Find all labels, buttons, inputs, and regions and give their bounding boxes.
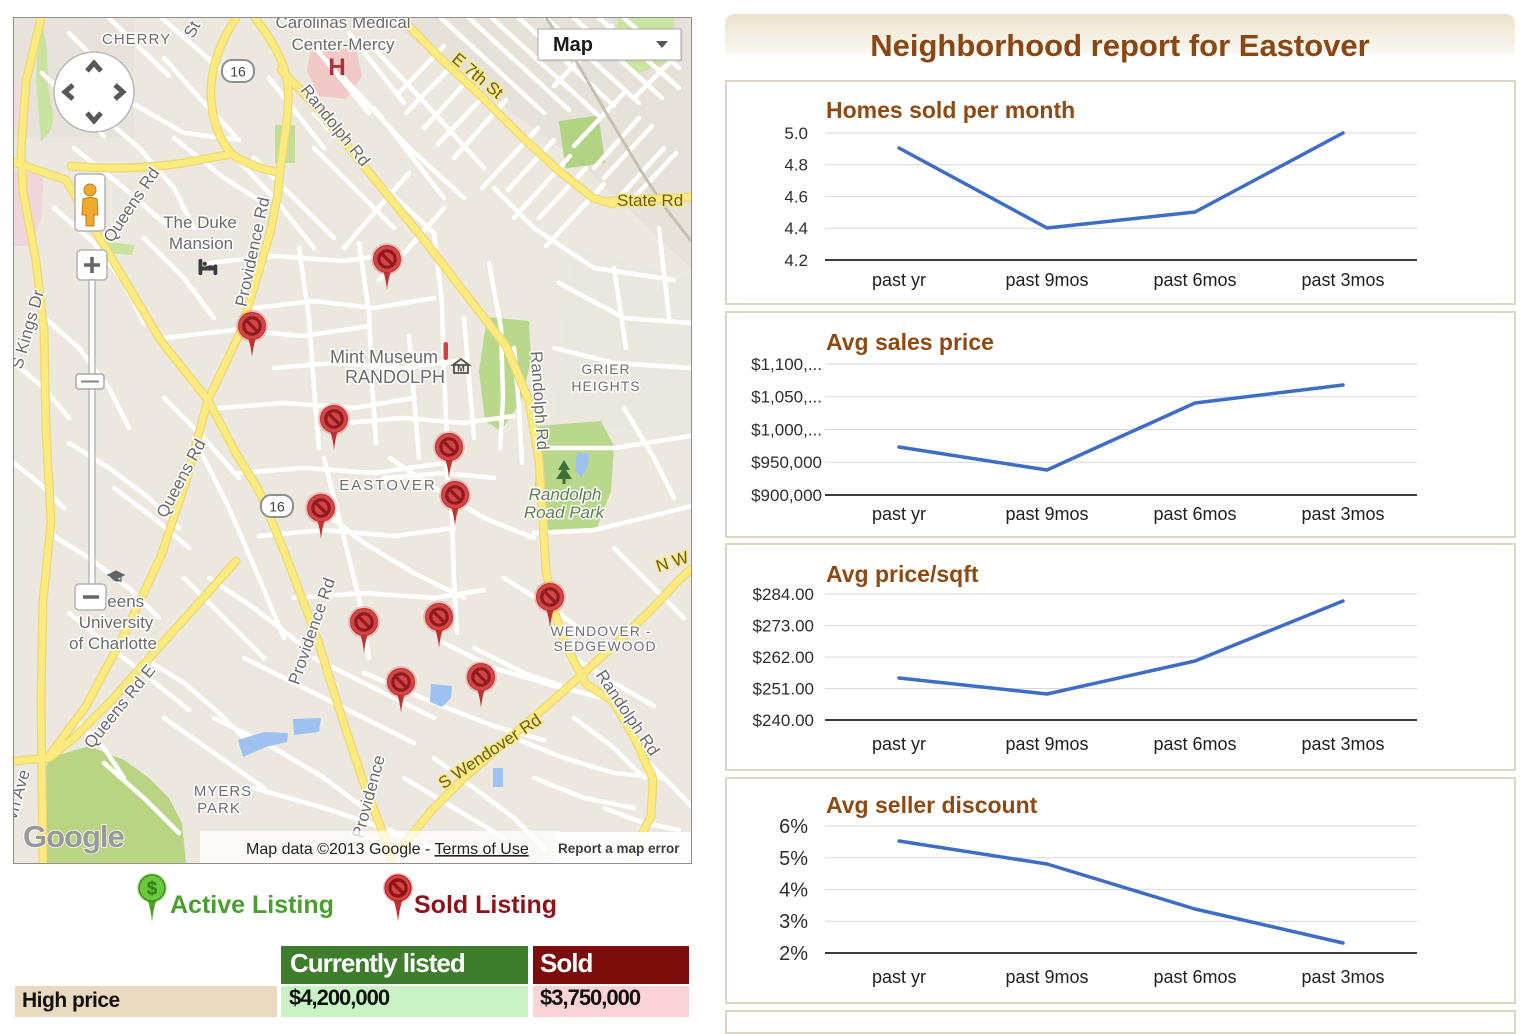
svg-text:$900,000: $900,000 bbox=[751, 486, 822, 505]
svg-text:SEDGEWOOD: SEDGEWOOD bbox=[553, 638, 656, 654]
svg-text:CHERRY: CHERRY bbox=[102, 31, 171, 48]
svg-text:University: University bbox=[79, 613, 154, 632]
svg-text:past yr: past yr bbox=[872, 504, 926, 524]
svg-text:PARK: PARK bbox=[197, 800, 241, 817]
svg-text:$1,000,...: $1,000,... bbox=[751, 420, 822, 439]
svg-text:Carolinas Medical: Carolinas Medical bbox=[275, 18, 410, 32]
svg-text:$: $ bbox=[147, 879, 158, 900]
svg-text:State Rd: State Rd bbox=[617, 191, 683, 210]
svg-text:Report a map error: Report a map error bbox=[558, 841, 680, 856]
svg-text:$273.00: $273.00 bbox=[753, 616, 814, 635]
svg-text:past 9mos: past 9mos bbox=[1005, 734, 1088, 754]
svg-text:Map data ©2013 Google - Terms: Map data ©2013 Google - Terms of Use bbox=[246, 841, 529, 858]
svg-text:5%: 5% bbox=[779, 848, 808, 870]
svg-text:past 6mos: past 6mos bbox=[1153, 270, 1236, 290]
svg-text:5.0: 5.0 bbox=[784, 124, 808, 143]
svg-text:past 6mos: past 6mos bbox=[1153, 734, 1236, 754]
svg-text:past yr: past yr bbox=[872, 270, 926, 290]
svg-text:HEIGHTS: HEIGHTS bbox=[571, 378, 640, 394]
svg-text:$1,050,...: $1,050,... bbox=[751, 388, 822, 407]
svg-text:past 3mos: past 3mos bbox=[1301, 967, 1384, 987]
svg-text:16: 16 bbox=[269, 499, 285, 515]
svg-text:$950,000: $950,000 bbox=[751, 453, 822, 472]
svg-text:Active Listing: Active Listing bbox=[170, 891, 334, 919]
svg-text:4%: 4% bbox=[779, 880, 808, 902]
svg-text:4.6: 4.6 bbox=[784, 187, 808, 206]
svg-text:past 6mos: past 6mos bbox=[1153, 967, 1236, 987]
svg-text:16: 16 bbox=[230, 64, 246, 80]
svg-text:Road Park: Road Park bbox=[524, 503, 606, 522]
svg-text:Google: Google bbox=[23, 819, 125, 854]
svg-text:GRIER: GRIER bbox=[581, 361, 630, 377]
svg-text:past 6mos: past 6mos bbox=[1153, 504, 1236, 524]
svg-text:6%: 6% bbox=[779, 816, 808, 838]
svg-text:4.2: 4.2 bbox=[784, 251, 808, 270]
svg-text:Avg sales price: Avg sales price bbox=[826, 329, 994, 355]
svg-text:Sold Listing: Sold Listing bbox=[414, 891, 557, 919]
svg-text:Avg price/sqft: Avg price/sqft bbox=[826, 561, 979, 587]
svg-text:of Charlotte: of Charlotte bbox=[69, 634, 157, 653]
svg-text:past 9mos: past 9mos bbox=[1005, 504, 1088, 524]
svg-text:$1,100,...: $1,100,... bbox=[751, 355, 822, 374]
svg-text:$262.00: $262.00 bbox=[753, 648, 814, 667]
svg-text:past 3mos: past 3mos bbox=[1301, 270, 1384, 290]
svg-text:Avg seller discount: Avg seller discount bbox=[826, 792, 1038, 818]
svg-text:EASTOVER: EASTOVER bbox=[339, 477, 436, 494]
svg-text:Homes sold per month: Homes sold per month bbox=[826, 97, 1075, 123]
svg-text:M: M bbox=[457, 364, 465, 374]
svg-text:H: H bbox=[328, 54, 345, 81]
svg-text:past yr: past yr bbox=[872, 967, 926, 987]
svg-text:past 3mos: past 3mos bbox=[1301, 504, 1384, 524]
svg-text:RANDOLPH: RANDOLPH bbox=[345, 367, 445, 387]
svg-text:past 9mos: past 9mos bbox=[1005, 270, 1088, 290]
svg-text:2%: 2% bbox=[779, 943, 808, 965]
svg-text:WENDOVER -: WENDOVER - bbox=[551, 623, 652, 639]
svg-text:Randolph: Randolph bbox=[529, 485, 602, 504]
svg-text:Mansion: Mansion bbox=[169, 234, 233, 253]
svg-text:Map: Map bbox=[553, 34, 593, 56]
svg-text:$284.00: $284.00 bbox=[753, 585, 814, 604]
svg-text:$251.00: $251.00 bbox=[753, 679, 814, 698]
svg-text:past 3mos: past 3mos bbox=[1301, 734, 1384, 754]
svg-text:Center-Mercy: Center-Mercy bbox=[292, 35, 395, 54]
svg-text:3%: 3% bbox=[779, 911, 808, 933]
svg-text:$240.00: $240.00 bbox=[753, 711, 814, 730]
svg-text:past 9mos: past 9mos bbox=[1005, 967, 1088, 987]
svg-text:ueens: ueens bbox=[98, 592, 144, 611]
svg-text:The Duke: The Duke bbox=[163, 213, 237, 232]
svg-text:Mint Museum: Mint Museum bbox=[330, 347, 438, 367]
svg-text:4.4: 4.4 bbox=[784, 219, 808, 238]
svg-text:4.8: 4.8 bbox=[784, 156, 808, 175]
svg-text:past yr: past yr bbox=[872, 734, 926, 754]
svg-text:MYERS: MYERS bbox=[194, 783, 252, 800]
